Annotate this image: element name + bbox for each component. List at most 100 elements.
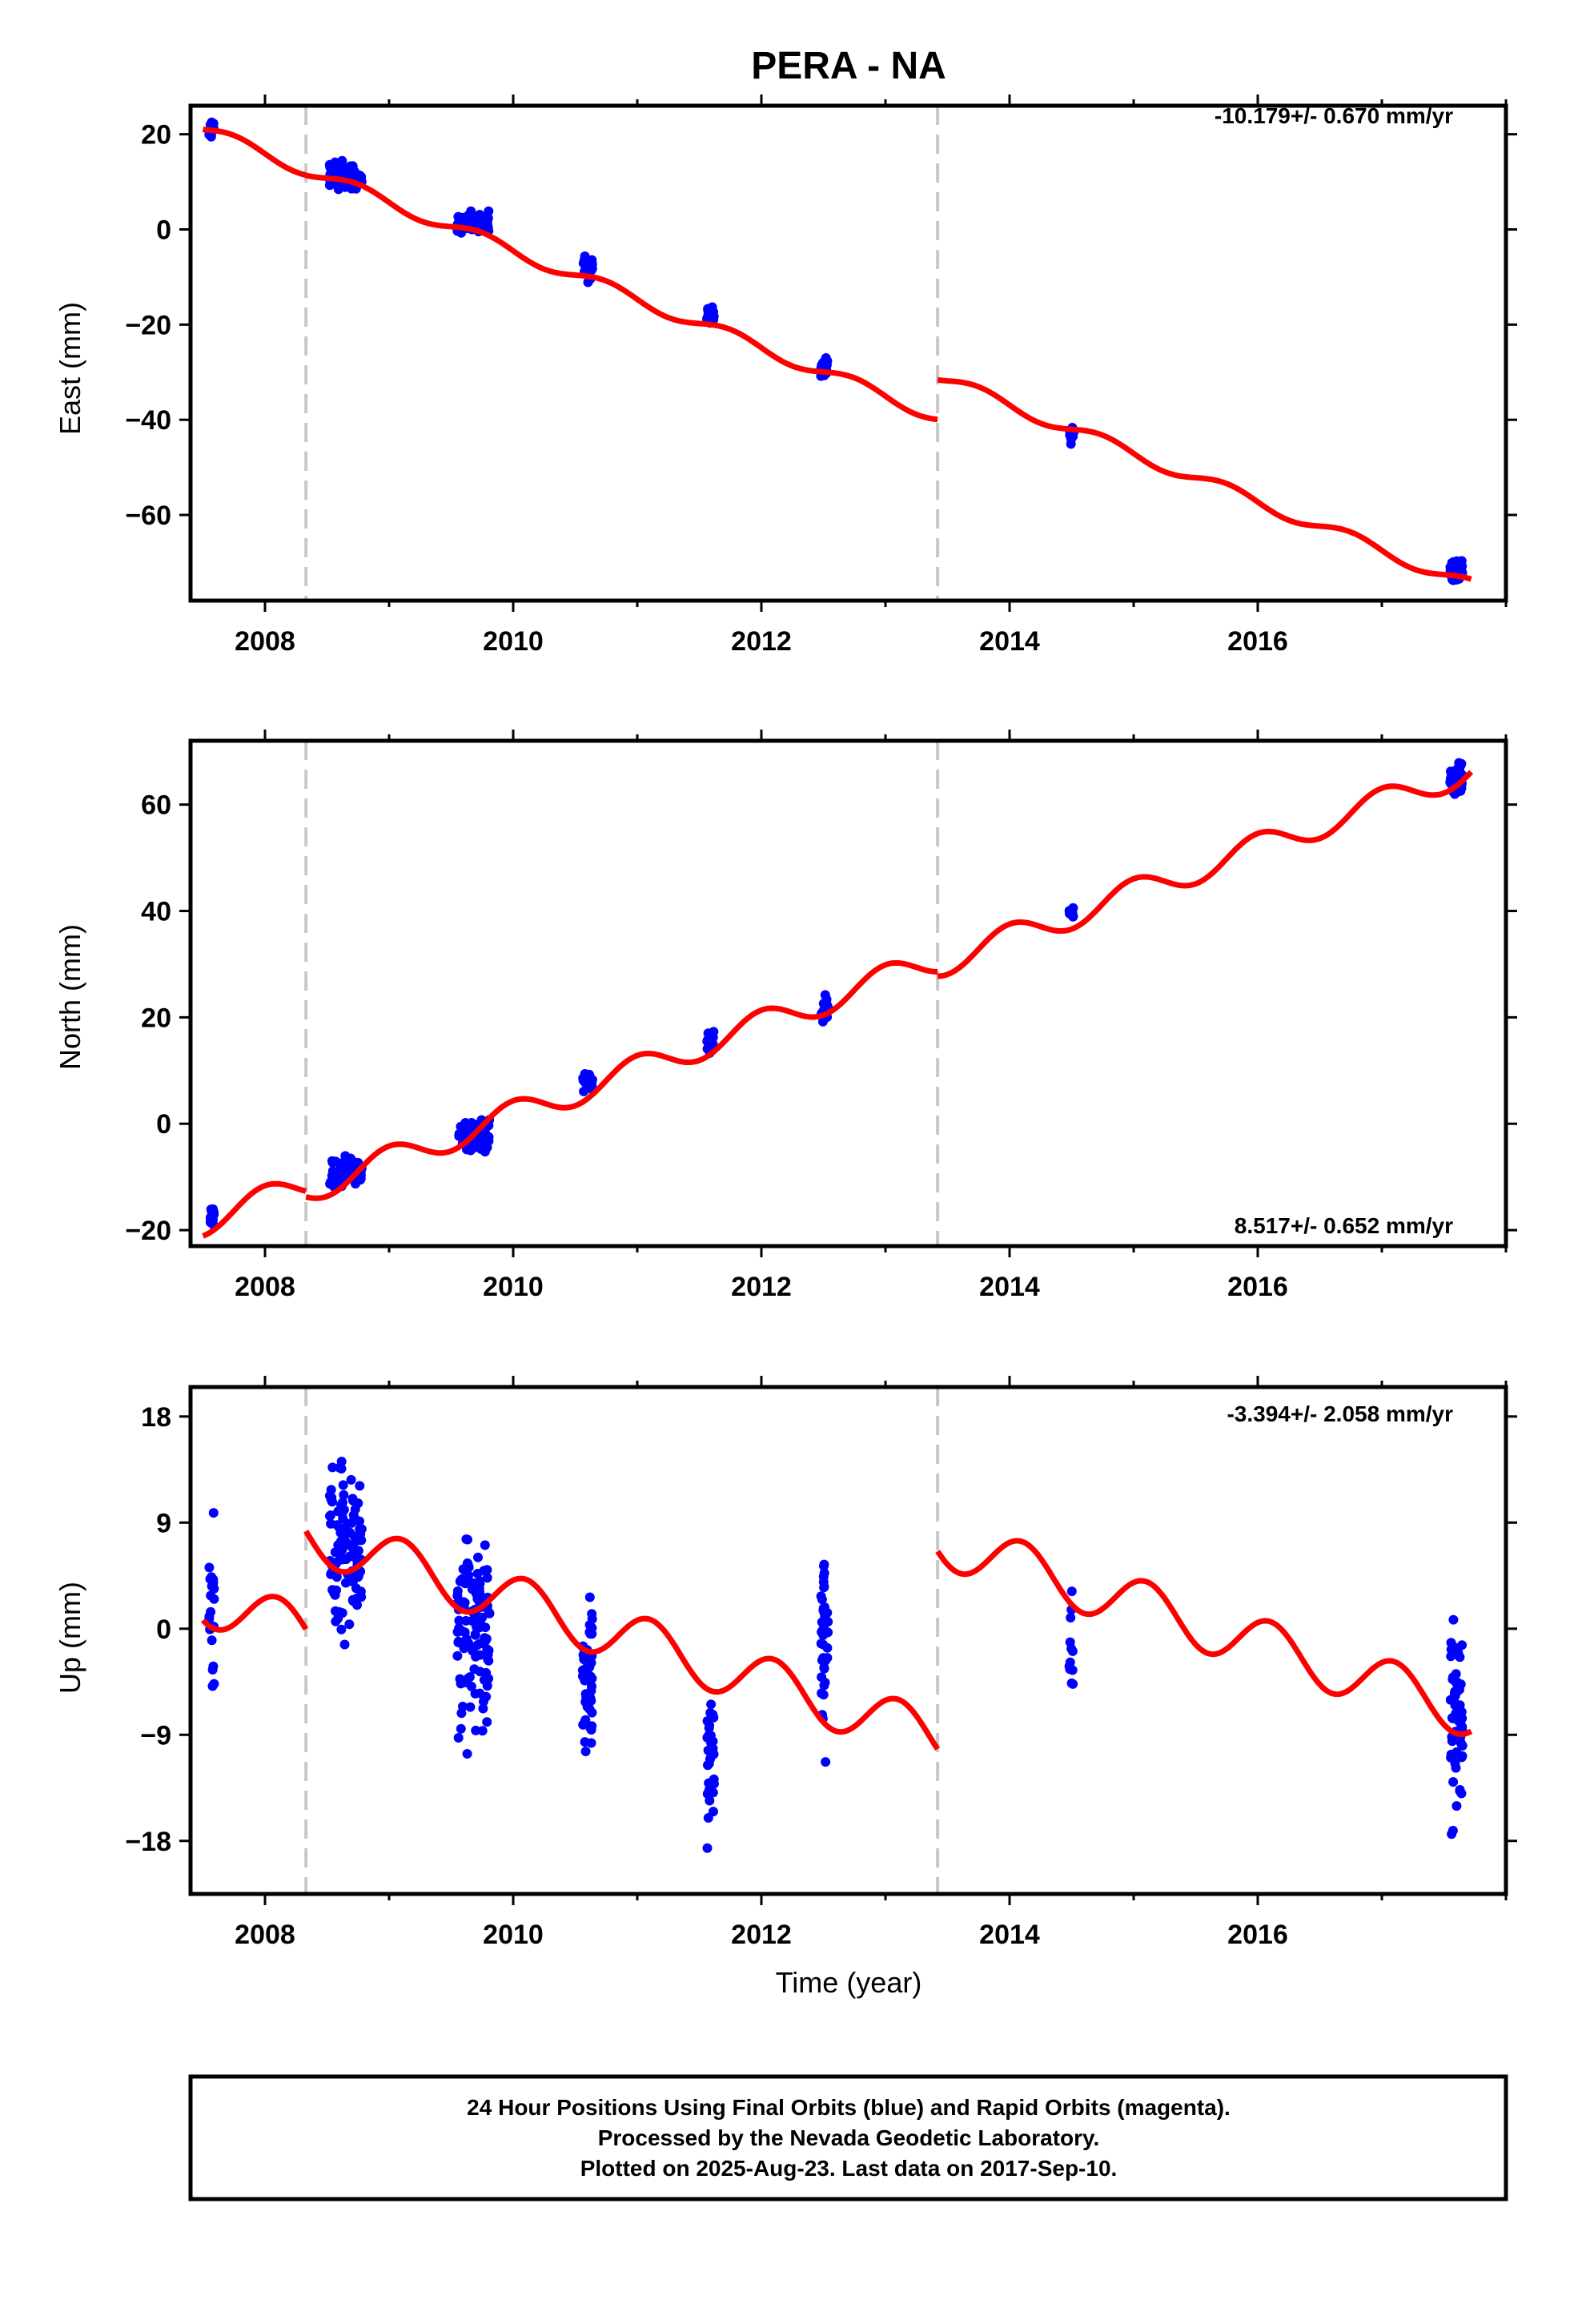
up-data-point — [463, 1559, 473, 1570]
up-data-point — [456, 1723, 466, 1734]
up-xlabel: Time (year) — [776, 1966, 922, 1999]
up-data-point — [336, 1500, 346, 1510]
up-data-point — [347, 1551, 358, 1562]
east-model-line — [305, 172, 938, 423]
up-data-point — [818, 1571, 829, 1582]
up-data-point — [706, 1738, 717, 1748]
up-xtick-label: 2008 — [235, 1920, 295, 1950]
up-data-point — [355, 1534, 365, 1543]
up-data-point — [326, 1510, 335, 1521]
up-ylabel: Up (mm) — [54, 1582, 86, 1694]
up-data-point — [336, 1624, 347, 1634]
up-rate-label: -3.394+/- 2.058 mm/yr — [1227, 1401, 1453, 1426]
up-data-point — [456, 1708, 467, 1719]
up-data-point — [347, 1494, 358, 1504]
north-xtick-label: 2016 — [1227, 1272, 1288, 1302]
east-data-point — [1456, 565, 1466, 576]
up-frame — [188, 1385, 1508, 1896]
footer-line-2: Processed by the Nevada Geodetic Laborat… — [598, 2125, 1100, 2150]
up-data-point — [705, 1795, 715, 1806]
up-data-point — [702, 1843, 713, 1853]
up-data-point — [1066, 1586, 1077, 1597]
up-data-point — [1452, 1801, 1462, 1811]
north-data-point — [587, 1077, 597, 1088]
up-data-point — [208, 1508, 219, 1518]
up-data-point — [346, 1474, 356, 1485]
up-data-point — [476, 1618, 485, 1628]
up-model-line — [200, 1594, 309, 1633]
panel-up: 2008 2010 2012 2014 2016 −18 −9 0 9 18 Up (mm) -3… — [54, 1376, 1517, 1999]
up-data-point — [1448, 1614, 1459, 1625]
north-data-point — [206, 1214, 215, 1224]
north-data-point — [480, 1147, 490, 1157]
east-xtick-label: 2008 — [235, 626, 295, 657]
up-model-line — [303, 1530, 941, 1751]
east-data-point — [347, 167, 358, 177]
up-data-point — [821, 1757, 831, 1767]
up-data-point — [336, 1464, 347, 1474]
up-data-point — [483, 1655, 493, 1665]
north-ytick-label: −20 — [125, 1216, 171, 1246]
north-data-point — [327, 1156, 337, 1166]
east-data-point — [708, 309, 718, 320]
up-data-point — [704, 1731, 713, 1741]
north-plot-area: 2008 2010 2012 2014 2016 −20 0 20 40 60 — [125, 730, 1517, 1302]
up-data-point — [580, 1737, 590, 1747]
up-data-point — [587, 1622, 597, 1633]
up-data-point — [351, 1583, 361, 1594]
up-data-point — [460, 1598, 470, 1608]
up-data-point — [820, 1625, 829, 1635]
up-data-point — [819, 1582, 829, 1593]
up-data-point — [465, 1702, 476, 1712]
up-data-point — [705, 1707, 716, 1718]
up-data-point — [484, 1607, 494, 1618]
up-data-point — [356, 1592, 367, 1602]
up-data-point — [1066, 1613, 1076, 1622]
up-data-point — [475, 1578, 485, 1589]
up-data-point — [706, 1699, 717, 1710]
up-data-point — [823, 1617, 833, 1627]
up-data-point — [339, 1490, 349, 1500]
up-data-point — [816, 1591, 826, 1602]
up-data-point — [327, 1462, 338, 1473]
north-data-point — [1453, 764, 1464, 774]
up-data-point — [1453, 1683, 1464, 1694]
up-xtick-label: 2016 — [1227, 1920, 1288, 1950]
up-data-point — [1456, 1752, 1467, 1763]
east-data-point — [453, 211, 464, 222]
up-data-point — [326, 1485, 336, 1495]
up-data-point — [331, 1585, 341, 1595]
up-data-point — [207, 1681, 218, 1691]
up-ytick-label: −18 — [125, 1827, 171, 1857]
up-data-point — [587, 1614, 597, 1624]
footer-box: 24 Hour Positions Using Final Orbits (bl… — [188, 2074, 1508, 2201]
up-data-point — [331, 1572, 342, 1582]
up-data-point — [464, 1570, 474, 1581]
north-xtick-label: 2012 — [731, 1272, 792, 1302]
up-data-point — [1451, 1763, 1461, 1773]
up-data-point — [207, 1572, 217, 1582]
footer-line-3: Plotted on 2025-Aug-23. Last data on 201… — [580, 2156, 1118, 2181]
east-data-point — [1065, 430, 1075, 440]
north-data-point — [1067, 908, 1078, 918]
up-xtick-label: 2012 — [731, 1920, 792, 1950]
north-data-point — [579, 1086, 589, 1096]
up-data-point — [471, 1589, 481, 1599]
panel-north: 2008 2010 2012 2014 2016 −20 0 20 40 60 North (mm… — [54, 730, 1517, 1302]
north-ytick-label: 0 — [156, 1109, 171, 1140]
up-data-point — [471, 1725, 481, 1735]
up-data-point — [704, 1778, 714, 1788]
east-ytick-label: −60 — [125, 501, 171, 531]
up-data-point — [580, 1747, 591, 1756]
north-data-point — [480, 1135, 490, 1145]
north-model-line — [200, 1180, 309, 1239]
up-data-point — [462, 1749, 472, 1759]
footer-line-1: 24 Hour Positions Using Final Orbits (bl… — [467, 2095, 1231, 2120]
east-data-point — [355, 171, 365, 180]
up-data-point — [819, 1663, 829, 1673]
up-data-point — [453, 1636, 464, 1647]
up-data-point — [464, 1672, 475, 1683]
east-ytick-label: −40 — [125, 405, 171, 436]
up-data-point — [1068, 1679, 1078, 1689]
